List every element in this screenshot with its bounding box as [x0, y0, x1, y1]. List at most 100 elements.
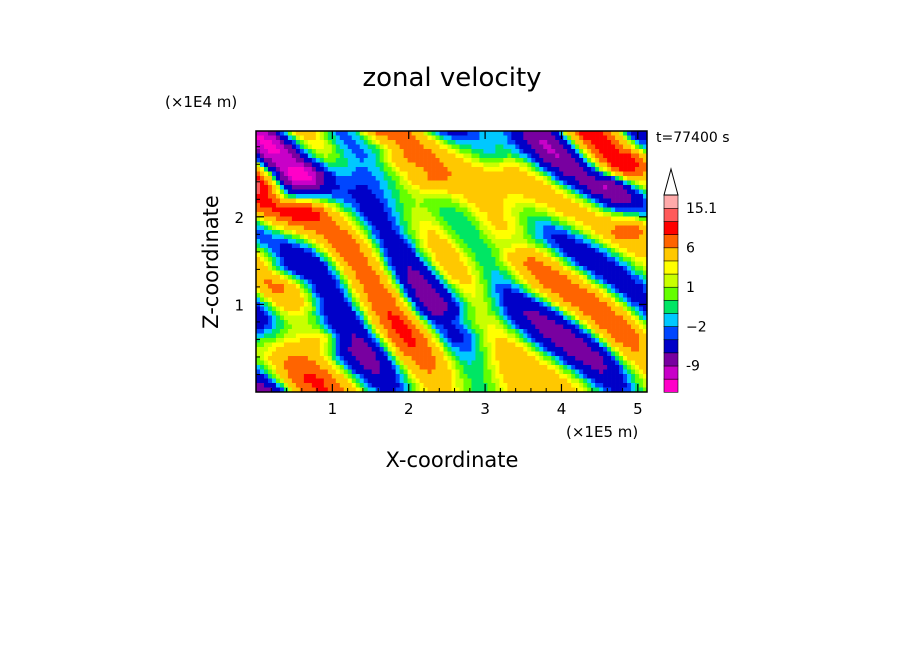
field-cell	[547, 288, 552, 294]
field-cell	[507, 216, 512, 222]
field-cell	[459, 176, 464, 181]
field-cell	[415, 189, 420, 195]
field-cell	[419, 171, 424, 177]
field-cell	[327, 266, 333, 271]
field-cell	[571, 302, 576, 307]
field-cell	[439, 149, 444, 154]
field-cell	[367, 153, 373, 159]
field-cell	[335, 221, 341, 226]
field-cell	[439, 324, 444, 330]
field-cell	[531, 212, 536, 217]
field-cell	[579, 351, 584, 357]
field-cell	[395, 234, 400, 240]
field-cell	[491, 320, 496, 325]
field-cell	[359, 135, 365, 141]
field-cell	[563, 266, 568, 271]
field-cell	[455, 225, 460, 231]
field-cell	[603, 275, 608, 280]
field-cell	[627, 284, 632, 289]
field-cell	[551, 275, 556, 280]
field-cell	[563, 338, 568, 343]
field-cell	[307, 198, 313, 204]
field-cell	[267, 306, 273, 312]
field-cell	[363, 306, 369, 312]
field-cell	[319, 257, 325, 262]
field-cell	[639, 288, 644, 294]
field-cell	[307, 342, 313, 348]
field-cell	[523, 203, 528, 208]
field-cell	[455, 288, 460, 294]
field-cell	[383, 203, 389, 208]
field-cell	[375, 261, 381, 267]
field-cell	[367, 266, 373, 271]
field-cell	[491, 203, 496, 208]
field-cell	[619, 351, 624, 357]
field-cell	[335, 131, 341, 136]
field-cell	[603, 171, 608, 177]
field-cell	[571, 320, 576, 325]
field-cell	[555, 279, 560, 285]
field-cell	[303, 194, 309, 199]
field-cell	[491, 149, 496, 154]
field-cell	[603, 153, 608, 159]
field-cell	[623, 324, 628, 330]
field-cell	[503, 252, 508, 258]
field-cell	[263, 302, 269, 307]
field-cell	[299, 158, 305, 163]
field-cell	[419, 185, 424, 190]
field-cell	[379, 275, 385, 280]
field-cell	[595, 158, 600, 163]
field-cell	[395, 275, 400, 280]
field-cell	[463, 324, 468, 330]
field-cell	[551, 351, 556, 357]
field-cell	[607, 284, 612, 289]
field-cell	[491, 140, 496, 145]
field-cell	[267, 194, 273, 199]
field-cell	[367, 185, 373, 190]
field-cell	[507, 225, 512, 231]
field-cell	[335, 189, 341, 195]
field-cell	[375, 243, 381, 249]
field-cell	[259, 266, 265, 271]
field-cell	[527, 302, 532, 307]
field-cell	[371, 189, 377, 195]
field-cell	[419, 180, 424, 186]
field-cell	[359, 158, 365, 163]
field-cell	[503, 239, 508, 244]
field-cell	[631, 279, 636, 285]
field-cell	[539, 153, 544, 159]
field-cell	[551, 311, 556, 316]
field-cell	[451, 239, 456, 244]
field-cell	[499, 144, 504, 150]
field-cell	[643, 203, 648, 208]
field-cell	[359, 311, 365, 316]
field-cell	[371, 279, 377, 285]
field-cell	[455, 261, 460, 267]
field-cell	[603, 162, 608, 168]
field-cell	[303, 144, 309, 150]
field-cell	[627, 347, 632, 352]
field-cell	[259, 131, 265, 136]
field-cell	[607, 189, 612, 195]
field-cell	[327, 194, 333, 199]
field-cell	[571, 180, 576, 186]
field-cell	[531, 140, 536, 145]
field-cell	[571, 315, 576, 321]
field-cell	[487, 194, 492, 199]
field-cell	[507, 144, 512, 150]
field-cell	[623, 198, 628, 204]
field-cell	[375, 342, 381, 348]
field-cell	[535, 248, 540, 253]
field-cell	[415, 333, 420, 339]
field-cell	[403, 284, 408, 289]
field-cell	[643, 189, 648, 195]
field-cell	[391, 306, 396, 312]
field-cell	[423, 185, 428, 190]
field-cell	[571, 230, 576, 235]
field-cell	[427, 135, 432, 141]
field-cell	[307, 221, 313, 226]
field-cell	[323, 239, 329, 244]
field-cell	[587, 329, 592, 334]
field-cell	[283, 270, 289, 276]
field-cell	[503, 333, 508, 339]
